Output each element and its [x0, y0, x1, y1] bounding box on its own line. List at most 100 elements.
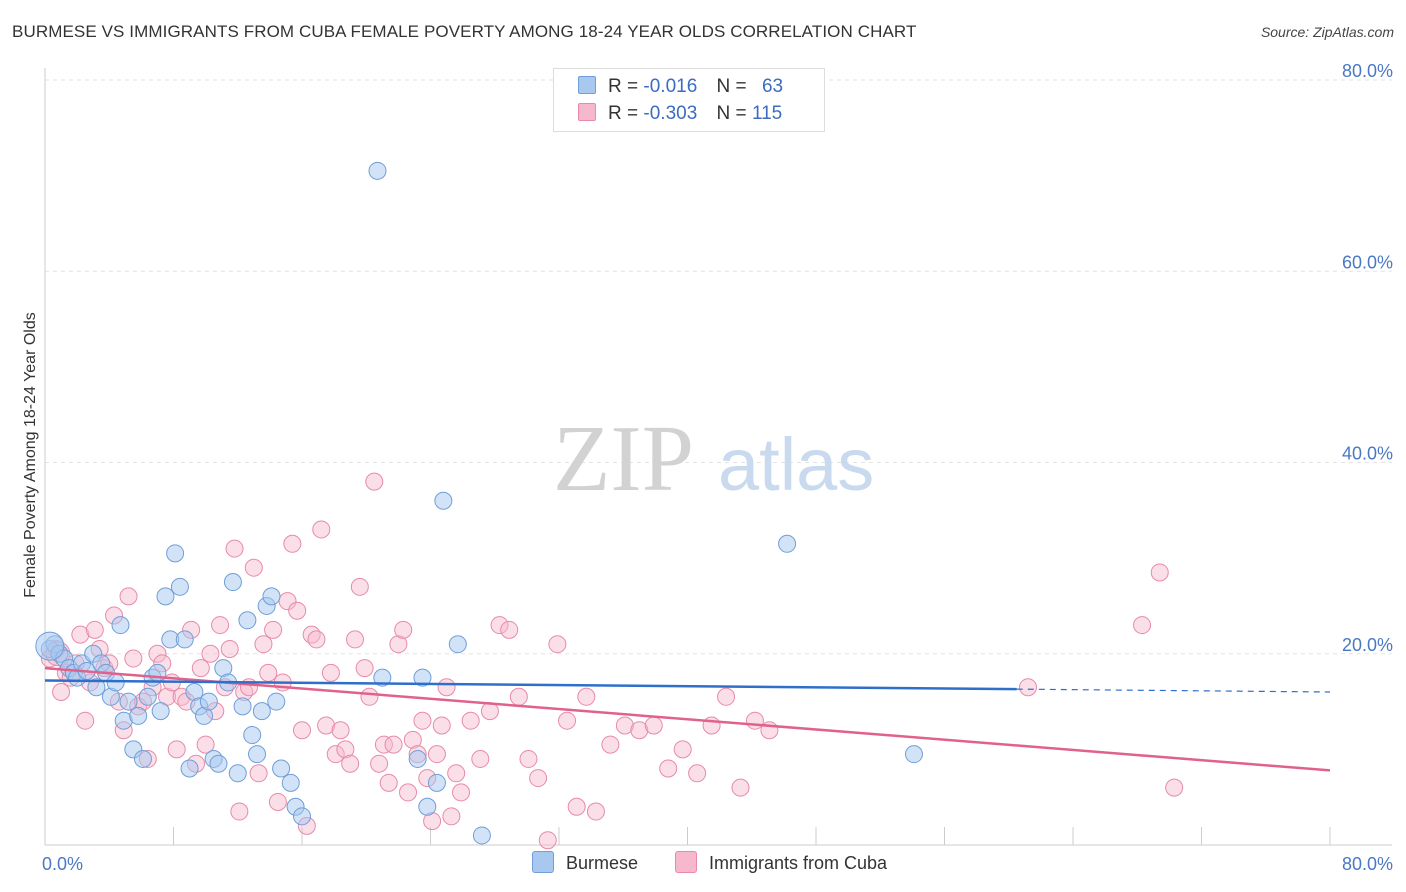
cuba-point: [548, 635, 567, 654]
burmese-point: [368, 161, 387, 180]
burmese-swatch-icon: [578, 76, 596, 94]
burmese-swatch-icon: [532, 851, 554, 873]
cuba-point: [452, 783, 471, 802]
burmese-point: [272, 759, 291, 778]
legend-n-value: 115: [751, 103, 783, 124]
burmese-point: [262, 587, 281, 606]
cuba-point: [577, 687, 596, 706]
cuba-point: [471, 749, 490, 768]
cuba-point: [659, 759, 678, 778]
series-cuba-points: [40, 472, 1184, 850]
legend-label-burmese: Burmese: [566, 853, 639, 873]
burmese-point: [472, 826, 491, 845]
burmese-point: [138, 687, 157, 706]
cuba-point: [432, 716, 451, 735]
cuba-point: [148, 644, 167, 663]
burmese-trend-line: [44, 679, 1017, 691]
cuba-point: [384, 735, 403, 754]
cuba-point: [394, 620, 413, 639]
burmese-point: [209, 754, 228, 773]
burmese-point: [373, 668, 392, 687]
burmese-point: [281, 773, 300, 792]
y-tick-label: 20.0%: [1342, 635, 1393, 655]
cuba-point: [124, 649, 143, 668]
axes: [44, 68, 1392, 846]
cuba-point: [85, 620, 104, 639]
burmese-point: [119, 692, 138, 711]
cuba-point: [529, 769, 548, 788]
cuba-point: [355, 659, 374, 678]
cuba-point: [321, 663, 340, 682]
cuba-point: [312, 520, 331, 539]
cuba-point: [1165, 778, 1184, 797]
legend-row-cuba: R = -0.303 N = 115: [578, 103, 782, 127]
burmese-point: [35, 631, 65, 661]
cuba-trend-line: [44, 666, 1331, 772]
y-tick-label: 40.0%: [1342, 444, 1393, 464]
cuba-point: [558, 711, 577, 730]
burmese-point: [448, 635, 467, 654]
cuba-point: [644, 716, 663, 735]
cuba-point: [413, 711, 432, 730]
series-burmese-points: [35, 161, 923, 845]
trend-lines: [44, 666, 1331, 772]
burmese-point: [778, 534, 797, 553]
burmese-point: [228, 764, 247, 783]
x-tick-label: 0.0%: [42, 854, 83, 874]
cuba-point: [283, 534, 302, 553]
burmese-point: [129, 706, 148, 725]
watermark-atlas: atlas: [718, 423, 874, 506]
cuba-point: [331, 721, 350, 740]
burmese-point: [408, 749, 427, 768]
cuba-point: [365, 472, 384, 491]
burmese-point: [434, 491, 453, 510]
cuba-point: [538, 831, 557, 850]
cuba-point: [442, 807, 461, 826]
source-label: Source: ZipAtlas.com: [1260, 24, 1394, 40]
legend-item-burmese: Burmese: [532, 851, 638, 874]
cuba-point: [717, 687, 736, 706]
tick-labels: 20.0% 40.0% 60.0% 80.0% 0.0% 80.0%: [42, 61, 1393, 874]
burmese-point: [156, 587, 175, 606]
cuba-point: [268, 792, 287, 811]
legend-n-label: N =: [716, 103, 747, 124]
cuba-point: [586, 802, 605, 821]
burmese-point: [170, 577, 189, 596]
y-tick-label: 60.0%: [1342, 252, 1393, 272]
legend-row-burmese: R = -0.016 N = 63: [578, 76, 783, 100]
burmese-point: [418, 797, 437, 816]
burmese-point: [133, 749, 152, 768]
cuba-point: [389, 635, 408, 654]
cuba-point: [293, 721, 311, 740]
cuba-point: [370, 754, 389, 773]
cuba-point: [249, 764, 268, 783]
burmese-point: [87, 678, 106, 697]
watermark-zip: ZIP: [553, 407, 694, 511]
burmese-point: [413, 668, 432, 687]
cuba-point: [307, 630, 326, 649]
burmese-point: [238, 611, 257, 630]
cuba-point: [350, 577, 369, 596]
burmese-point: [267, 692, 286, 711]
burmese-point: [248, 745, 267, 764]
y-tick-label: 80.0%: [1342, 61, 1393, 81]
chart-title: BURMESE VS IMMIGRANTS FROM CUBA FEMALE P…: [12, 22, 917, 41]
cuba-point: [601, 735, 620, 754]
stats-legend: R = -0.016 N = 63 R = -0.303 N = 115: [553, 68, 825, 132]
grid-lines: [45, 79, 1392, 655]
cuba-point: [288, 601, 307, 620]
cuba-point: [211, 616, 230, 635]
cuba-swatch-icon: [675, 851, 697, 873]
legend-r-label: R =: [608, 76, 639, 97]
cuba-point: [567, 797, 586, 816]
legend-r-label: R =: [608, 103, 639, 124]
cuba-point: [191, 659, 210, 678]
cuba-point: [519, 749, 538, 768]
cuba-point: [326, 745, 345, 764]
legend-r-value: -0.016: [643, 76, 698, 97]
cuba-point: [615, 716, 634, 735]
cuba-point: [254, 635, 273, 654]
cuba-point: [731, 778, 750, 797]
cuba-point: [201, 644, 220, 663]
cuba-point: [119, 587, 138, 606]
